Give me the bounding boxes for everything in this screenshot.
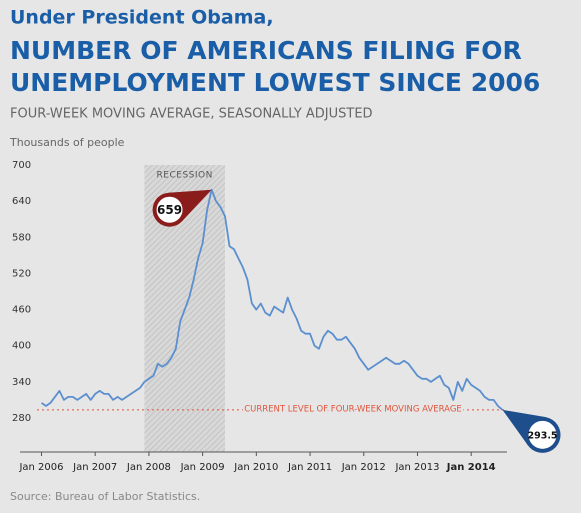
y-tick-label: 280 xyxy=(12,413,31,424)
y-tick-label: 520 xyxy=(12,268,31,279)
x-tick-label: Jan 2008 xyxy=(126,462,171,473)
y-tick-label: 640 xyxy=(12,196,31,207)
title: UNEMPLOYMENT LOWEST SINCE 2006 xyxy=(10,68,540,97)
data-line xyxy=(40,188,504,411)
callout-label: 659 xyxy=(157,203,182,217)
x-tick-label: Jan 2011 xyxy=(287,462,332,473)
y-axis-label: Thousands of people xyxy=(9,136,125,149)
pretitle: Under President Obama, xyxy=(10,7,274,29)
x-tick-label: Jan 2010 xyxy=(233,462,278,473)
y-tick-label: 400 xyxy=(12,341,31,352)
title: NUMBER OF AMERICANS FILING FOR xyxy=(10,36,522,65)
subtitle: FOUR-WEEK MOVING AVERAGE, SEASONALLY ADJ… xyxy=(10,107,373,122)
x-tick-label: Jan 2012 xyxy=(341,462,386,473)
y-tick-label: 700 xyxy=(12,160,31,171)
callout-circle xyxy=(528,420,557,449)
source: Source: Bureau of Labor Statistics. xyxy=(10,490,200,503)
callout-circle xyxy=(156,196,183,223)
y-tick-label: 340 xyxy=(12,377,31,388)
x-tick-label: Jan 2009 xyxy=(180,462,225,473)
y-tick-label: 460 xyxy=(12,305,31,316)
y-tick-label: 580 xyxy=(12,232,31,243)
reference-label: CURRENT LEVEL OF FOUR-WEEK MOVING AVERAG… xyxy=(244,404,462,414)
x-tick-label: Jan 2013 xyxy=(394,462,439,473)
recession-label: RECESSION xyxy=(157,171,213,181)
x-tick-label: Jan 2006 xyxy=(18,462,63,473)
x-tick-label: Jan 2014 xyxy=(446,462,496,473)
x-tick-label: Jan 2007 xyxy=(72,462,117,473)
callout-label: 293.5 xyxy=(527,430,557,441)
